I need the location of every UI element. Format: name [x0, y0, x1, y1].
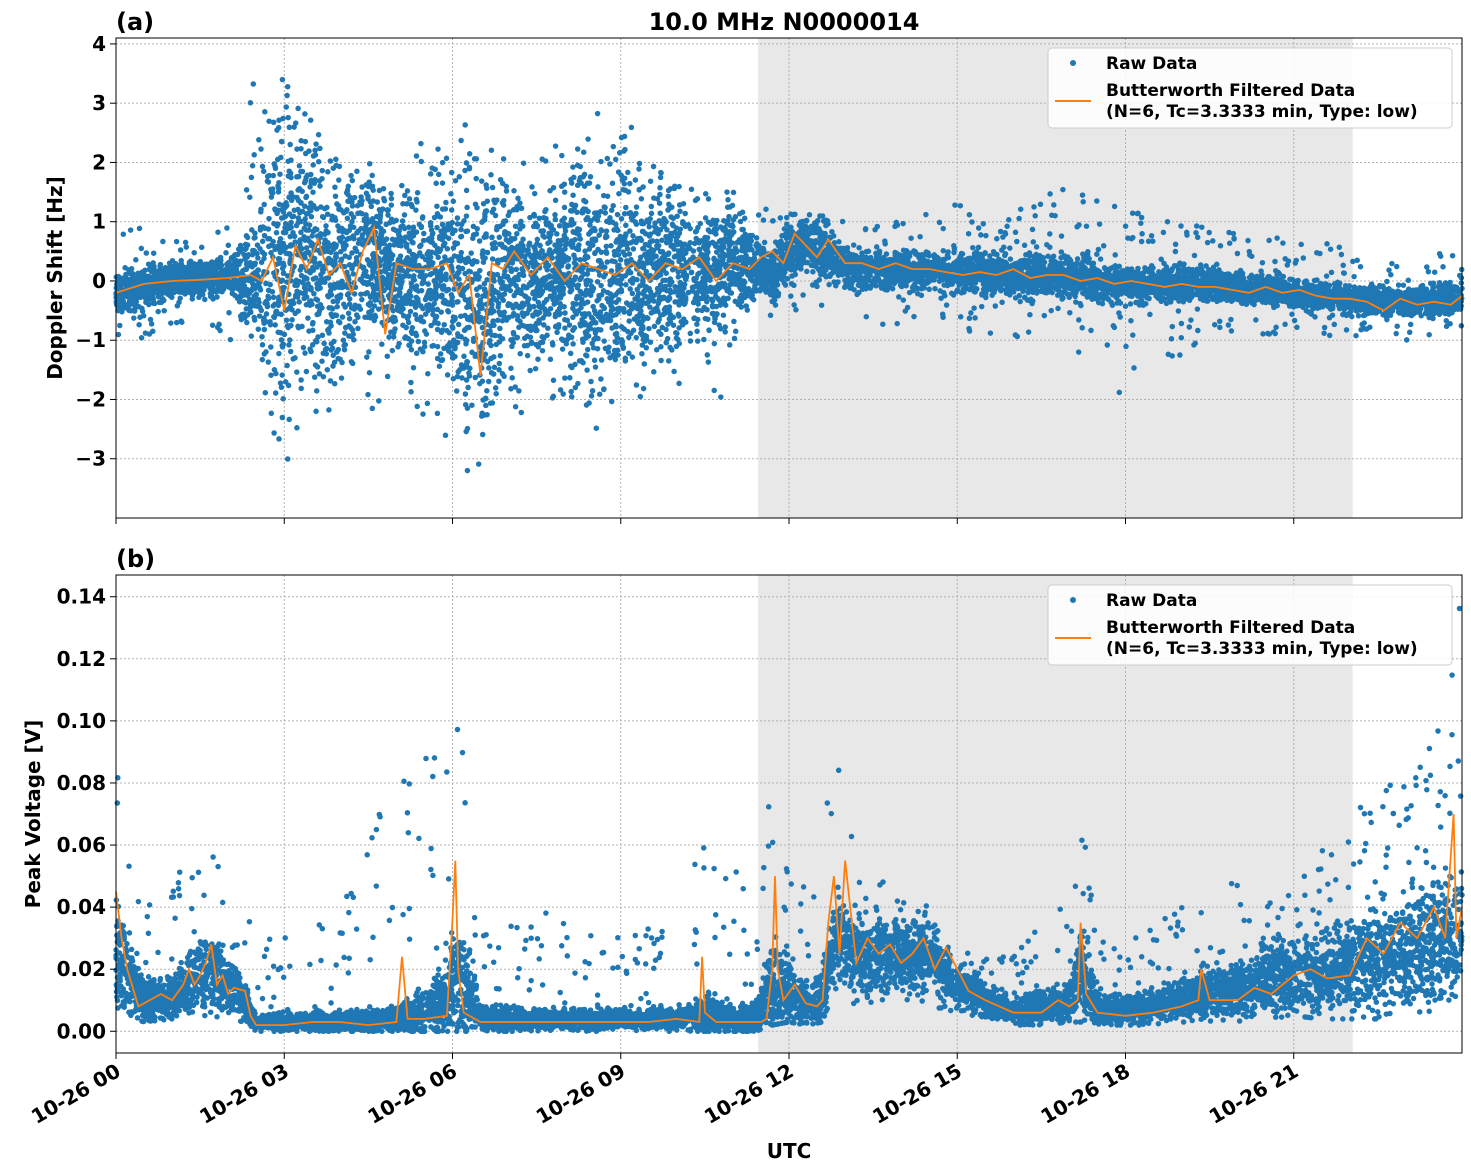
panel-a-legend-raw-label: Raw Data	[1106, 54, 1197, 74]
y-tick-label: 0.04	[57, 895, 106, 919]
panel-b-legend-filtered-label-2: (N=6, Tc=3.3333 min, Type: low)	[1106, 639, 1418, 659]
panel-b-legend-box	[1047, 584, 1453, 666]
x-tick-label: 10-26 09	[532, 1059, 630, 1129]
y-tick-label: 2	[92, 150, 106, 174]
panel-a-doppler-shift: −3 −2 −1 0 1 2 3 4 (a) 10.0 MHz N0000014 Dopple…	[43, 8, 1465, 524]
y-tick-label: 4	[92, 32, 106, 56]
panel-b-ylabel: Peak Voltage [V]	[21, 720, 45, 909]
panel-b-legend-raw-marker	[1070, 597, 1076, 603]
panel-a-legend: Raw Data Butterworth Filtered Data (N=6,…	[1047, 47, 1453, 129]
y-tick-label: −2	[75, 387, 106, 411]
raw-data-points	[113, 76, 1465, 474]
x-tick-label: 10-26 06	[363, 1059, 461, 1129]
panel-a-filtered-line	[115, 224, 1463, 376]
y-tick-label: 3	[92, 91, 106, 115]
panel-a-legend-box	[1047, 47, 1453, 129]
y-tick-label: 0.06	[57, 833, 106, 857]
y-tick-label: 0.14	[57, 585, 106, 609]
x-tick-label: 10-26 12	[700, 1059, 798, 1129]
x-tick-label: 10-26 21	[1205, 1059, 1303, 1129]
x-axis-label: UTC	[767, 1139, 812, 1163]
panel-a-legend-filtered-label-2: (N=6, Tc=3.3333 min, Type: low)	[1106, 102, 1418, 122]
x-tick-label: 10-26 18	[1036, 1059, 1134, 1129]
x-tick-label: 10-26 03	[195, 1059, 293, 1129]
chart-title: 10.0 MHz N0000014	[649, 8, 920, 36]
panel-a-legend-raw-marker	[1070, 60, 1076, 66]
y-tick-label: 0	[92, 269, 106, 293]
panel-b-legend-filtered-label-1: Butterworth Filtered Data	[1106, 618, 1355, 638]
y-tick-label: 0.12	[57, 647, 106, 671]
panel-a-ylabel: Doppler Shift [Hz]	[43, 176, 67, 380]
panel-b-filtered-line	[115, 813, 1463, 1027]
y-tick-label: −1	[75, 328, 106, 352]
y-tick-label: 0.02	[57, 957, 106, 981]
panel-b-legend-raw-label: Raw Data	[1106, 591, 1197, 611]
panel-a-axis-ticks: −3 −2 −1 0 1 2 3 4	[75, 32, 1295, 524]
y-tick-label: 0.00	[57, 1019, 106, 1043]
panel-a-label: (a)	[116, 8, 154, 36]
panel-b-legend: Raw Data Butterworth Filtered Data (N=6,…	[1047, 584, 1453, 666]
y-tick-label: 1	[92, 210, 106, 234]
panel-b-label: (b)	[116, 545, 155, 573]
panel-a-legend-filtered-label-1: Butterworth Filtered Data	[1106, 81, 1355, 101]
y-tick-label: −3	[75, 447, 106, 471]
x-tick-label: 10-26 15	[868, 1059, 966, 1129]
x-tick-label: 10-26 00	[27, 1059, 125, 1129]
panel-a-raw-scatter	[113, 76, 1465, 474]
y-tick-label: 0.10	[57, 709, 106, 733]
panel-b-peak-voltage: 10-26 00 10-26 03 10-26 06 10-26 09 10-26 12…	[21, 545, 1465, 1163]
y-tick-label: 0.08	[57, 771, 106, 795]
panel-a-grid	[115, 38, 1462, 518]
